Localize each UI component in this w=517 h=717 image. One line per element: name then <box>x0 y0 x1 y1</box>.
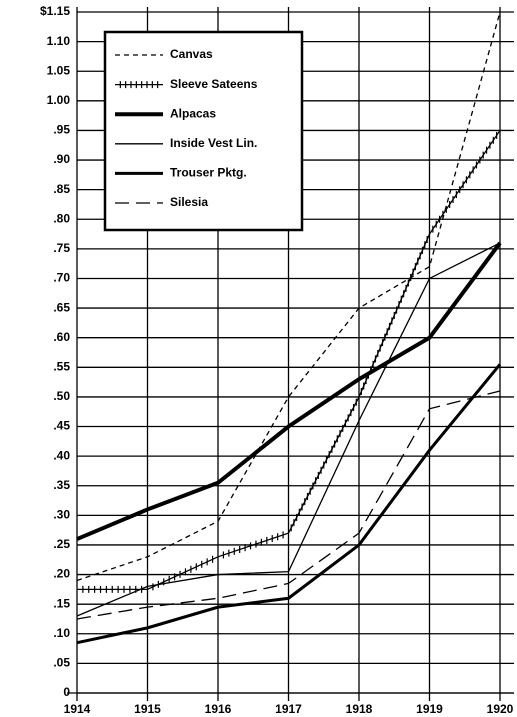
legend: Canvas Sleeve Sateens Alpacas Inside Vest L… <box>103 30 304 232</box>
y-tick-label: .55 <box>53 359 70 373</box>
series-line <box>77 130 501 591</box>
y-tick-label: .20 <box>53 567 70 581</box>
y-tick-label: 1.10 <box>47 34 71 48</box>
y-tick-label: .65 <box>53 300 70 314</box>
y-tick-label: .70 <box>53 271 70 285</box>
y-tick-label: $1.15 <box>40 4 70 18</box>
y-tick-label: .75 <box>53 241 70 255</box>
series-line <box>76 241 502 541</box>
y-tick-label: .25 <box>53 537 70 551</box>
y-tick-label: 1.05 <box>47 63 71 77</box>
legend-label: Trouser Pktg. <box>170 166 247 180</box>
legend-label: Alpacas <box>170 106 216 120</box>
y-tick-label: .95 <box>53 123 70 137</box>
y-tick-label: .35 <box>53 478 70 492</box>
y-tick-label: .05 <box>53 656 70 670</box>
series-line <box>76 11 501 582</box>
x-tick-label: 1919 <box>416 702 443 716</box>
y-tick-label: .10 <box>53 626 70 640</box>
series-line <box>76 242 501 617</box>
y-tick-label: .15 <box>53 596 70 610</box>
y-tick-label: .45 <box>53 419 70 433</box>
y-tick-label: 1.00 <box>47 93 71 107</box>
legend-box <box>103 30 304 232</box>
legend-label: Canvas <box>170 47 213 61</box>
series-line <box>76 390 501 620</box>
series-line <box>76 363 502 645</box>
legend-label: Silesia <box>170 195 208 209</box>
x-tick-label: 1916 <box>205 702 232 716</box>
y-tick-label: 0 <box>63 685 70 699</box>
y-tick-label: .85 <box>53 182 70 196</box>
y-tick-label: .50 <box>53 389 70 403</box>
y-tick-label: .30 <box>53 508 70 522</box>
y-tick-label: .90 <box>53 152 70 166</box>
x-tick-label: 1918 <box>346 702 373 716</box>
x-tick-label: 1917 <box>275 702 302 716</box>
x-tick-label: 1914 <box>64 702 91 716</box>
y-tick-label: .40 <box>53 448 70 462</box>
x-tick-label: 1920 <box>487 702 514 716</box>
y-tick-label: .80 <box>53 211 70 225</box>
legend-label: Sleeve Sateens <box>170 77 258 91</box>
legend-label: Inside Vest Lin. <box>170 136 257 150</box>
x-tick-label: 1915 <box>134 702 161 716</box>
y-tick-label: .60 <box>53 330 70 344</box>
